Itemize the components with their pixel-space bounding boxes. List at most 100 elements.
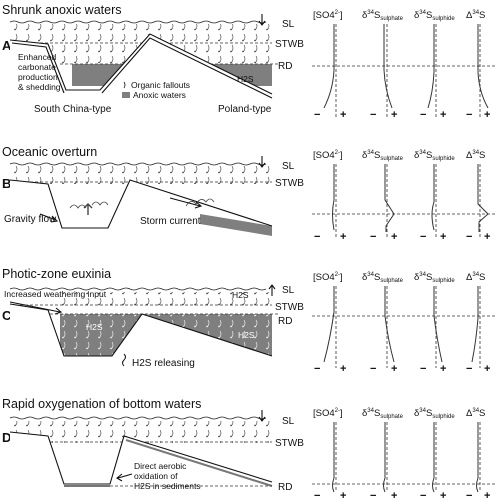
gravity-flow-label: Gravity flow: [4, 214, 57, 225]
seafloor-profile: [9, 33, 273, 95]
header-so4: [SO42-]: [313, 272, 343, 283]
sea-level-fall-arrow: [258, 410, 266, 422]
carbonate-wedge: [11, 42, 65, 94]
sea-level-fall-arrow: [258, 156, 266, 168]
profiles-row-b: − + − + − + − +: [312, 164, 496, 243]
so4-profile-curve: [323, 24, 335, 109]
minus-sign: −: [466, 363, 472, 375]
header-d34s-sulphate: δ34Ssulphate: [362, 10, 404, 22]
profiles-row-d: − + − + − + − +: [312, 422, 496, 500]
minus-sign: −: [370, 231, 376, 243]
type-left-label: South China-type: [34, 104, 112, 115]
seafloor-profile: [9, 431, 273, 485]
plus-sign: +: [440, 109, 446, 121]
header-cap-delta-34s: Δ34S: [466, 10, 485, 21]
plus-sign: +: [340, 109, 346, 121]
sl-label: SL: [282, 416, 295, 427]
minus-sign: −: [314, 490, 320, 500]
seafloor-fill: [10, 432, 272, 494]
oxidation-label: Direct aerobic: [134, 461, 187, 471]
header-d34s-sulphate: δ34Ssulphate: [362, 272, 404, 284]
header-d34s-sulphate: δ34Ssulphate: [362, 150, 404, 162]
note-line: carbonate: [18, 62, 56, 72]
header-cap-delta-34s: Δ34S: [466, 150, 485, 161]
plus-sign: +: [340, 363, 346, 375]
plus-sign: +: [484, 490, 490, 500]
profiles-row-a: − + − + − + − +: [312, 24, 496, 121]
d34s-sulphate-profile-curve: [384, 164, 395, 232]
panel-title: Shrunk anoxic waters: [2, 3, 122, 17]
d34s-sulphide-profile-curve: [431, 164, 435, 231]
legend-organic: Organic fallouts: [131, 80, 190, 90]
cap-delta-profile-curve: [477, 164, 489, 232]
plus-sign: +: [391, 363, 397, 375]
plus-sign: +: [391, 109, 397, 121]
panel-letter: C: [2, 308, 12, 323]
plus-sign: +: [440, 231, 446, 243]
d34s-sulphate-profile-curve: [383, 24, 393, 109]
seafloor-fill: [10, 304, 272, 368]
profiles-row-c: − + − + − + − +: [312, 286, 496, 375]
legend-anoxic: Anoxic waters: [133, 90, 186, 100]
note-line: production: [18, 72, 58, 82]
h2s-label: H2S: [237, 74, 254, 84]
panel-c: Photic-zone euxinia C SL Increased weath…: [2, 267, 304, 369]
h2s-shelf-label: H2S: [238, 330, 255, 340]
panel-letter: A: [2, 38, 12, 53]
sea-level-line: [9, 20, 267, 24]
d34s-sulphide-profile-curve: [432, 422, 435, 493]
plus-sign: +: [391, 490, 397, 500]
header-so4: [SO42-]: [313, 150, 343, 161]
plus-sign: +: [484, 109, 490, 121]
sea-level-line: [9, 287, 267, 291]
h2s-basin-label: H2S: [86, 322, 103, 332]
header-d34s-sulphide: δ34Ssulphide: [414, 272, 455, 284]
profile-headers-c: [SO42-] δ34Ssulphate δ34Ssulphide Δ34S: [313, 272, 485, 284]
weathering-arrow-icon: [9, 301, 63, 315]
sea-level-fall-arrow: [258, 14, 266, 26]
upwelling-arrow-icon: [83, 203, 93, 215]
sea-level-line: [9, 416, 267, 420]
note-line: Enhanced: [18, 52, 57, 62]
so4-profile-curve: [323, 286, 335, 363]
profiles: [SO42-] δ34Ssulphate δ34Ssulphide Δ34S […: [312, 10, 496, 500]
cap-delta-profile-curve: [471, 286, 479, 363]
plus-sign: +: [440, 363, 446, 375]
plus-sign: +: [340, 490, 346, 500]
cap-delta-profile-curve: [477, 24, 489, 109]
header-cap-delta-34s: Δ34S: [466, 272, 485, 283]
sl-label: SL: [282, 19, 295, 30]
minus-sign: −: [314, 109, 320, 121]
organic-fallouts: [60, 292, 272, 308]
plus-sign: +: [440, 490, 446, 500]
stwb-label: STWB: [275, 302, 304, 313]
d34s-sulphate-profile-curve: [383, 422, 386, 493]
header-so4: [SO42-]: [313, 408, 343, 419]
rd-label: RD: [278, 482, 292, 493]
profile-headers-a: [SO42-] δ34Ssulphate δ34Ssulphide Δ34S: [313, 10, 485, 22]
stwb-label: STWB: [275, 39, 304, 50]
panel-title: Oceanic overturn: [2, 145, 97, 159]
storm-current-arrow-icon: [169, 197, 203, 209]
header-d34s-sulphide: δ34Ssulphide: [414, 408, 455, 420]
plus-sign: +: [340, 231, 346, 243]
d34s-sulphide-profile-curve: [433, 286, 443, 363]
sea-level-line: [9, 162, 267, 166]
anoxic-water-body: [200, 214, 272, 236]
gravity-flow-arrow-icon: [39, 213, 59, 223]
seafloor-fill: [10, 34, 272, 100]
panel-title: Rapid oxygenation of bottom waters: [2, 397, 201, 411]
minus-sign: −: [420, 363, 426, 375]
minus-sign: −: [370, 363, 376, 375]
header-so4: [SO42-]: [313, 10, 343, 21]
note-line: & shedding: [18, 82, 61, 92]
anoxic-swatch-icon: [122, 92, 130, 98]
overturn-eddies: [69, 201, 109, 209]
header-cap-delta-34s: Δ34S: [466, 408, 485, 419]
so4-profile-curve: [332, 422, 335, 493]
cap-delta-profile-curve: [476, 422, 479, 493]
minus-sign: −: [370, 109, 376, 121]
panel-letter: D: [2, 430, 11, 445]
oxidized-sediment-layer: [125, 439, 273, 487]
minus-sign: −: [466, 490, 472, 500]
